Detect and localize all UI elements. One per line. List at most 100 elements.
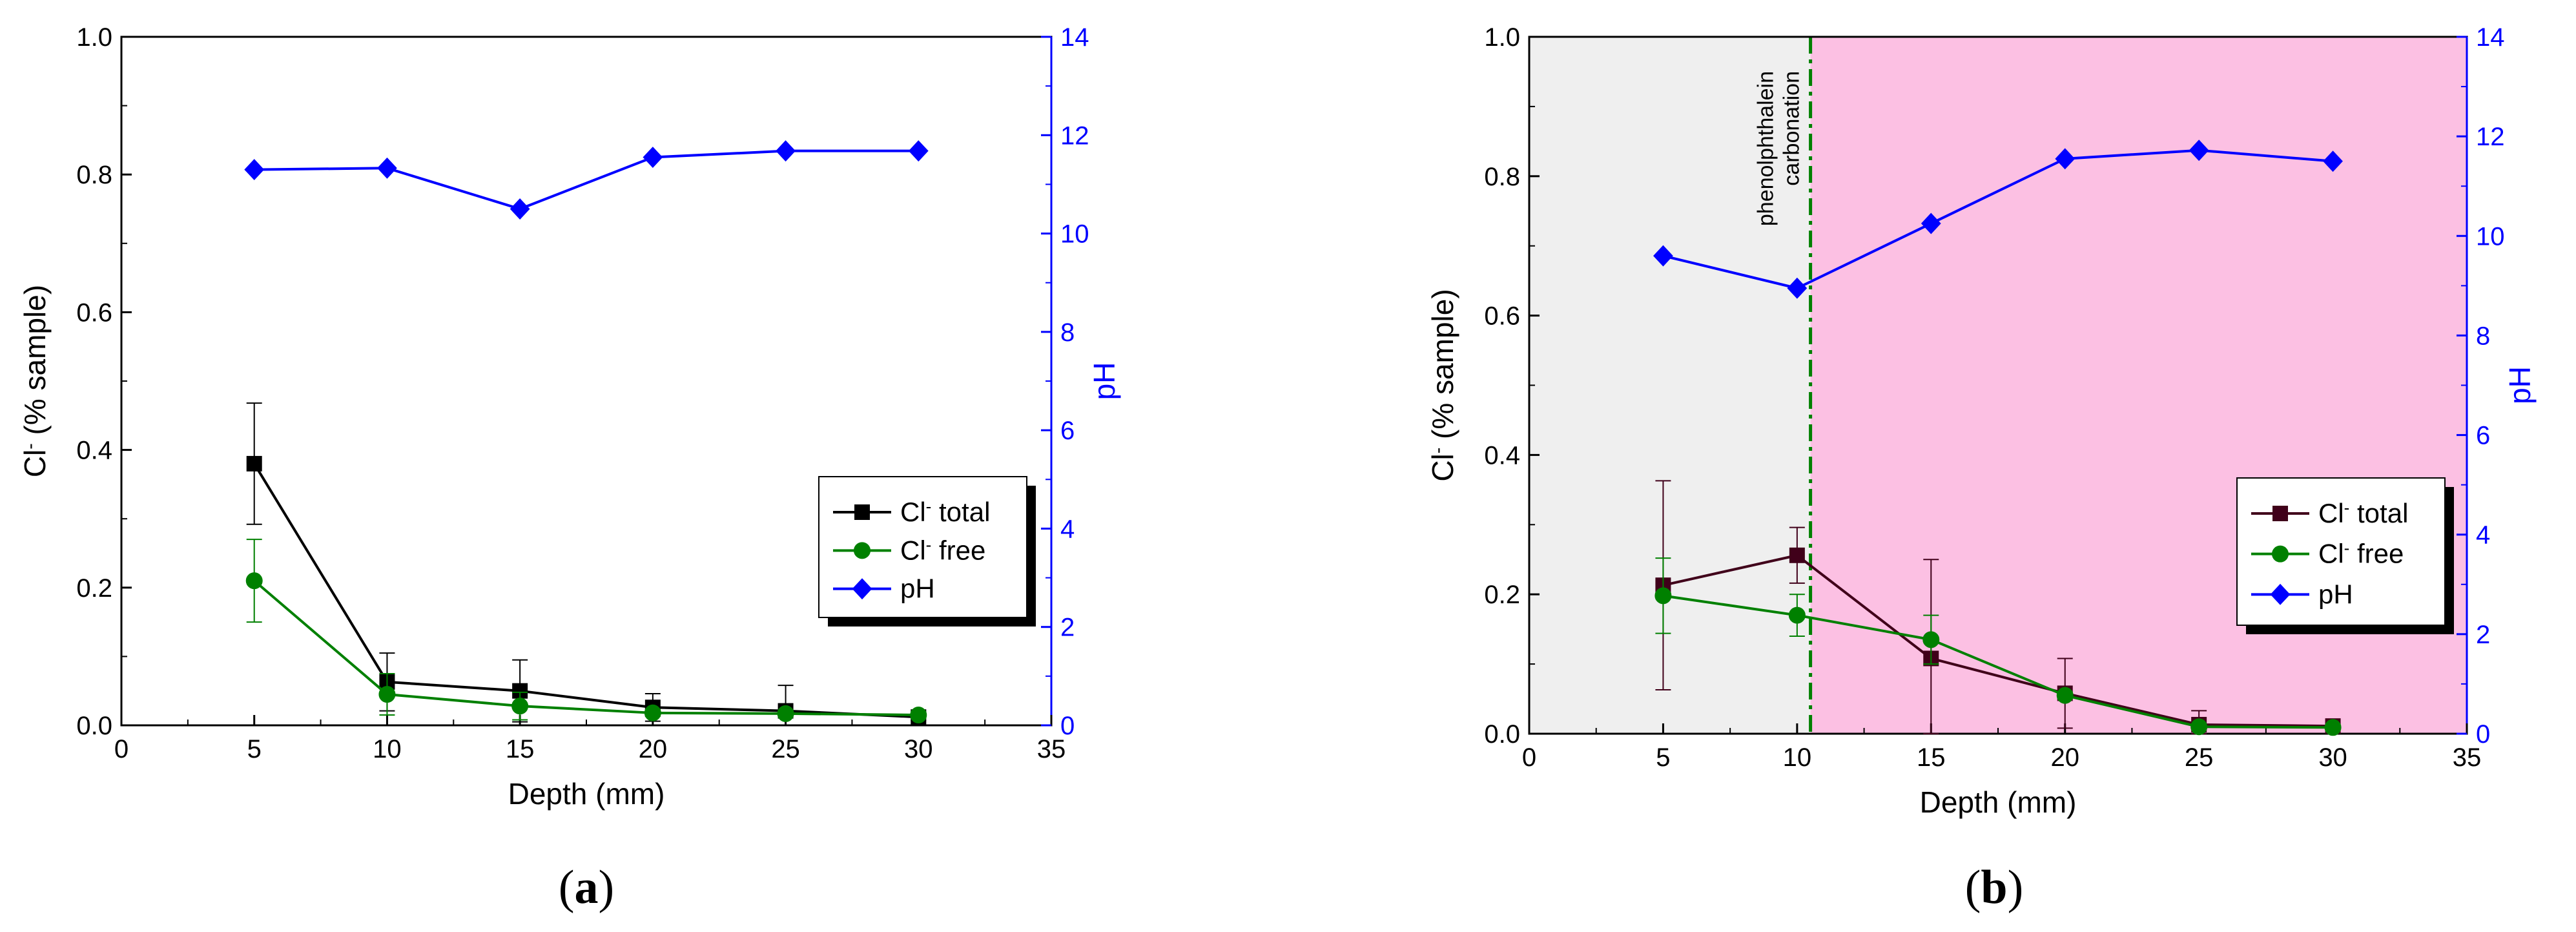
legend-marker <box>2272 506 2288 521</box>
y-tick-label: 1.0 <box>76 23 112 52</box>
panel-label: (b) <box>1965 861 2023 914</box>
y-axis-label: Cl- (% sample) <box>18 285 52 477</box>
data-point <box>908 140 929 162</box>
legend-label-part: Cl <box>2318 539 2344 569</box>
x-tick-label: 35 <box>1037 735 1066 763</box>
data-point <box>1654 587 1672 605</box>
legend-label-part: free <box>931 535 985 565</box>
y-tick-label: 0.2 <box>1484 581 1520 609</box>
series-line <box>1662 149 2333 290</box>
x-tick-label: 10 <box>373 735 402 763</box>
x-tick-label: 20 <box>2050 743 2079 772</box>
x-axis-label: Depth (mm) <box>1920 785 2077 819</box>
legend-marker <box>2270 583 2291 605</box>
data-point <box>2189 140 2209 161</box>
x-tick-label: 30 <box>904 735 933 763</box>
y-axis-label-part: Cl <box>1426 453 1459 481</box>
data-point <box>2055 148 2076 170</box>
data-point <box>244 159 265 181</box>
y-tick-label: 0.4 <box>76 437 112 465</box>
data-point <box>2324 719 2342 736</box>
legend-box <box>2236 477 2446 626</box>
y2-tick-label: 4 <box>2476 521 2490 550</box>
x-tick-label: 15 <box>506 735 535 763</box>
data-point <box>1653 245 1673 267</box>
y2-tick-label: 12 <box>1060 121 1089 150</box>
series-line <box>254 149 919 211</box>
y2-axis-label: pH <box>1087 362 1121 400</box>
y-tick-label: 0.2 <box>76 574 112 603</box>
x-tick-label: 20 <box>639 735 668 763</box>
y-tick-label: 0.8 <box>1484 163 1520 191</box>
x-tick-label: 25 <box>771 735 800 763</box>
legend-label-part: total <box>931 497 990 527</box>
data-point <box>1787 277 1808 299</box>
y2-tick-label: 12 <box>2476 123 2505 151</box>
y2-tick-label: 10 <box>2476 222 2505 251</box>
y-tick-label: 0.0 <box>1484 720 1520 749</box>
data-point <box>643 147 663 169</box>
panel-label-letter: a <box>575 861 599 914</box>
data-point <box>1922 631 1940 648</box>
data-point <box>777 705 794 722</box>
panel-label-open: ( <box>559 861 575 914</box>
x-tick-label: 30 <box>2318 743 2347 772</box>
legend-label: Cl- free <box>2318 539 2404 569</box>
series-1 <box>1654 557 2342 736</box>
x-tick-label: 0 <box>114 735 129 763</box>
data-point <box>910 707 927 724</box>
legend-marker <box>852 578 872 600</box>
x-tick-label: 5 <box>247 735 262 763</box>
legend-label-part: total <box>2349 498 2408 528</box>
region-0 <box>1529 37 1811 734</box>
legend-label-part: free <box>2349 539 2404 569</box>
x-tick-label: 25 <box>2185 743 2214 772</box>
series-1 <box>245 539 927 724</box>
x-tick-label: 15 <box>1917 743 1946 772</box>
legend-label: Cl- free <box>900 535 985 565</box>
y2-tick-label: 0 <box>2476 720 2490 749</box>
vline-annotation-line: carbonation <box>1780 71 1804 186</box>
legend-box <box>818 476 1027 618</box>
y-axis-label-part: Cl <box>18 450 52 477</box>
y-axis-label: Cl- (% sample) <box>1426 289 1459 481</box>
legend-label-part: Cl <box>900 535 926 565</box>
legend-label-sup: - <box>2344 498 2350 517</box>
data-point <box>246 455 262 471</box>
x-tick-label: 35 <box>2453 743 2482 772</box>
data-point <box>1921 212 1941 234</box>
legend-label: pH <box>2318 579 2353 609</box>
panel-label-open: ( <box>1965 861 1981 914</box>
legend-marker <box>854 504 870 520</box>
x-tick-label: 0 <box>1522 743 1536 772</box>
legend-label: Cl- total <box>2318 498 2408 528</box>
y2-tick-label: 8 <box>1060 318 1075 347</box>
data-point <box>2056 687 2074 704</box>
series-line <box>1663 594 2333 729</box>
y2-tick-label: 6 <box>1060 417 1075 445</box>
data-point <box>776 140 796 162</box>
panel-label: (a) <box>559 861 614 914</box>
y2-tick-label: 8 <box>2476 322 2490 350</box>
panel-label-letter: b <box>1981 861 2007 914</box>
legend-label-sup: - <box>2344 539 2350 558</box>
y-axis-label-sup: - <box>20 443 41 450</box>
y2-tick-label: 4 <box>1060 515 1075 543</box>
data-point <box>510 198 530 220</box>
x-tick-label: 10 <box>1783 743 1812 772</box>
legend-label: Cl- total <box>900 497 990 527</box>
x-axis-label: Depth (mm) <box>508 777 665 811</box>
y2-tick-label: 2 <box>1060 614 1075 642</box>
panel-label-close: ) <box>2008 861 2024 914</box>
legend-marker <box>2272 545 2289 563</box>
data-point <box>1789 547 1805 563</box>
y-tick-label: 0.6 <box>1484 302 1520 331</box>
y2-tick-label: 14 <box>2476 23 2505 52</box>
data-point <box>377 157 397 179</box>
y-tick-label: 0.6 <box>76 298 112 327</box>
y-axis-label-sup: - <box>1428 448 1448 454</box>
y2-tick-label: 6 <box>2476 422 2490 450</box>
data-point <box>1788 606 1806 624</box>
y-tick-label: 1.0 <box>1484 23 1520 52</box>
